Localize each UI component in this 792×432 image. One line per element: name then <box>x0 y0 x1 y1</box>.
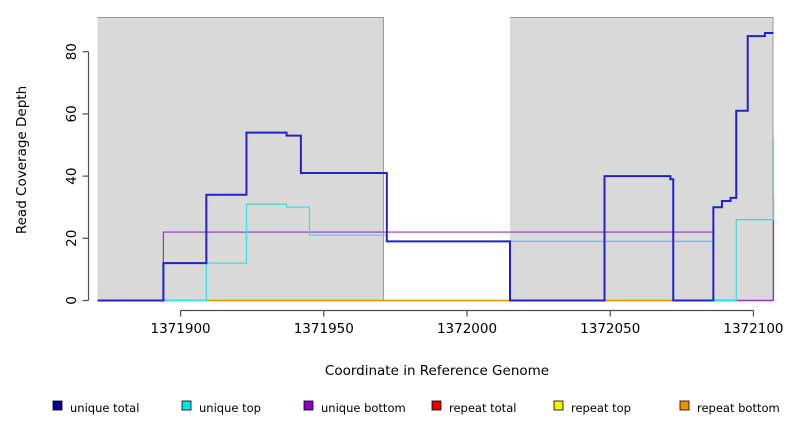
x-tick-label-0: 1371900 <box>151 321 211 337</box>
series-line-unique-total <box>97 32 774 302</box>
series-layer <box>97 32 775 302</box>
legend-label-unique-bottom: unique bottom <box>321 401 406 415</box>
y-tick-label-4: 80 <box>64 43 80 60</box>
legend-label-repeat-total: repeat total <box>449 401 516 415</box>
y-axis-title: Read Coverage Depth <box>14 86 30 234</box>
y-tick-label-2: 40 <box>64 168 80 185</box>
x-axis-title: Coordinate in Reference Genome <box>325 363 549 379</box>
series-line-unique-top <box>97 138 775 302</box>
legend-swatch-repeat-top[interactable] <box>553 400 564 411</box>
y-tick-label-0: 0 <box>64 296 80 305</box>
shaded-region-0 <box>97 17 384 301</box>
x-tick-label-2: 1372000 <box>437 321 497 337</box>
shaded-region-1 <box>509 17 774 301</box>
x-tick-label-3: 1372050 <box>580 321 640 337</box>
y-tick-label-1: 20 <box>64 230 80 247</box>
legend-swatch-repeat-bottom[interactable] <box>679 400 690 411</box>
legend-label-unique-top: unique top <box>199 401 261 415</box>
chart-legend: unique total unique top unique bottom repea… <box>52 400 780 415</box>
x-tick-label-1: 1371950 <box>294 321 354 337</box>
legend-swatch-unique-bottom[interactable] <box>303 400 314 411</box>
x-axis: 1371900 1371950 1372000 1372050 1372100 <box>151 309 784 337</box>
legend-swatch-unique-top[interactable] <box>181 400 192 411</box>
shaded-regions <box>97 17 774 301</box>
y-tick-label-3: 60 <box>64 105 80 122</box>
x-tick-label-4: 1372100 <box>723 321 783 337</box>
legend-label-repeat-bottom: repeat bottom <box>697 401 780 415</box>
legend-swatch-unique-total[interactable] <box>52 400 63 411</box>
legend-label-repeat-top: repeat top <box>571 401 631 415</box>
y-axis: 0 20 40 60 80 <box>64 43 90 305</box>
legend-label-unique-total: unique total <box>70 401 139 415</box>
legend-swatch-repeat-total[interactable] <box>431 400 442 411</box>
